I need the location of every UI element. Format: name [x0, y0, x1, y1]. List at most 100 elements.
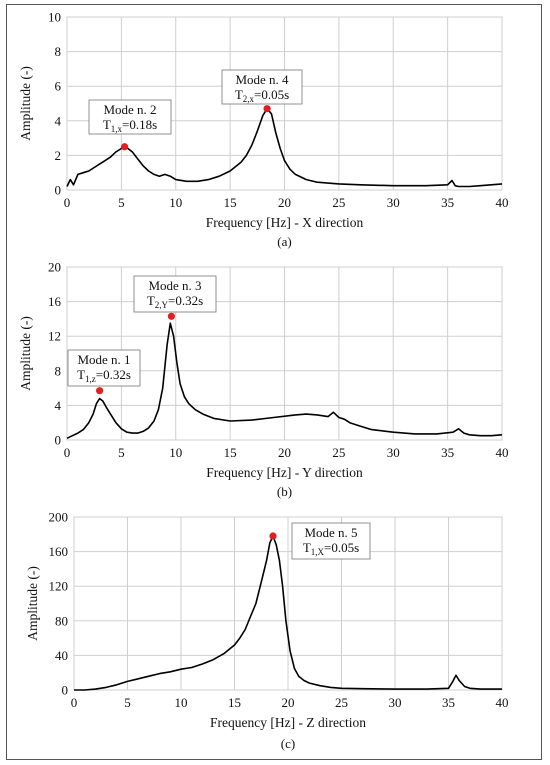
y-tick-label: 8: [55, 363, 62, 378]
period-subscript: 2,x: [243, 94, 255, 104]
period-label: T1,x=0.18s: [103, 117, 157, 134]
period-value: =0.32s: [96, 367, 131, 382]
mode-annotation: Mode n. 1T1,z=0.32s: [67, 349, 141, 387]
y-tick-label: 6: [55, 79, 62, 94]
x-tick-label: 35: [441, 445, 454, 460]
series-line: [74, 535, 502, 691]
x-tick-label: 25: [332, 445, 345, 460]
y-tick-label: 8: [55, 44, 62, 59]
panel-caption: (c): [281, 736, 295, 751]
x-tick-label: 35: [441, 195, 454, 210]
y-tick-label: 40: [55, 648, 68, 663]
annotation-box: [133, 275, 217, 313]
period-value: =0.18s: [122, 117, 157, 132]
period-subscript: 1,x: [111, 124, 123, 134]
period-subscript: 1,X: [311, 547, 325, 557]
period-label: T1,X=0.05s: [303, 540, 359, 557]
x-tick-label: 40: [496, 695, 509, 710]
x-tick-label: 10: [175, 695, 188, 710]
x-axis-label: Frequency [Hz] - Y direction: [206, 465, 363, 480]
plot-area: [66, 16, 503, 191]
x-tick-label: 10: [169, 445, 182, 460]
mode-annotation: Mode n. 3T2,Y=0.32s: [133, 275, 217, 313]
chart-c: 0 40 80 120 160 200 0 5 10 15 20 25 30 35 40 Frequency …: [25, 510, 509, 752]
y-tick-label: 16: [48, 294, 62, 309]
mode-annotation: Mode n. 2T1,x=0.18s: [88, 99, 172, 135]
y-tick-label: 0: [62, 683, 69, 698]
y-tick-label: 200: [49, 510, 69, 525]
peak-marker: [96, 387, 104, 395]
period-value: =0.05s: [254, 87, 289, 102]
peak-marker: [269, 532, 277, 540]
x-tick-label: 20: [278, 195, 291, 210]
y-tick-label: 4: [55, 113, 62, 128]
x-tick-label: 20: [282, 695, 295, 710]
mode-annotation: Mode n. 5T1,X=0.05s: [291, 522, 371, 560]
y-tick-label: 0: [55, 433, 62, 448]
period-symbol: T: [103, 117, 111, 132]
peak-marker: [167, 312, 175, 320]
period-label: T1,z=0.32s: [77, 367, 131, 384]
plot-area: [73, 516, 503, 691]
series-line: [66, 322, 503, 440]
x-tick-label: 30: [387, 445, 400, 460]
period-symbol: T: [303, 540, 311, 555]
period-subscript: 2,Y: [155, 300, 169, 310]
panel-caption: (a): [277, 234, 291, 249]
mode-label: Mode n. 4: [235, 72, 289, 87]
x-axis-label: Frequency [Hz] - Z direction: [210, 715, 366, 730]
x-tick-label: 15: [224, 195, 237, 210]
annotation-box: [221, 69, 303, 105]
x-tick-label: 40: [496, 445, 509, 460]
x-tick-label: 5: [118, 445, 125, 460]
mode-label: Mode n. 1: [77, 352, 130, 367]
figure-frame: [6, 4, 542, 760]
mode-annotation: Mode n. 4T2,x=0.05s: [221, 69, 303, 105]
x-tick-label: 0: [64, 195, 71, 210]
mode-label: Mode n. 5: [304, 525, 357, 540]
x-tick-label: 25: [335, 695, 348, 710]
y-axis-label: Amplitude (-): [18, 316, 33, 391]
x-tick-label: 0: [64, 445, 71, 460]
period-symbol: T: [235, 87, 243, 102]
period-symbol: T: [147, 293, 155, 308]
x-tick-label: 5: [124, 695, 131, 710]
y-tick-label: 160: [49, 544, 69, 559]
y-tick-label: 12: [48, 329, 61, 344]
panel-caption: (b): [277, 484, 292, 499]
x-tick-label: 30: [389, 695, 402, 710]
x-tick-label: 5: [118, 195, 125, 210]
peak-marker: [263, 105, 271, 113]
chart-b: 0 4 8 12 16 20 0 5 10 15 20 25 30 35 40 Frequency [Hz] …: [18, 260, 509, 500]
mode-label: Mode n. 2: [103, 102, 156, 117]
period-label: T2,x=0.05s: [235, 87, 289, 104]
y-tick-label: 4: [55, 398, 62, 413]
x-tick-label: 10: [169, 195, 182, 210]
period-value: =0.05s: [324, 540, 359, 555]
y-axis-label: Amplitude (-): [25, 566, 40, 641]
annotation-box: [291, 522, 371, 560]
x-tick-label: 40: [496, 195, 509, 210]
x-tick-label: 35: [442, 695, 455, 710]
period-label: T2,Y=0.32s: [147, 293, 203, 310]
y-axis-label: Amplitude (-): [18, 66, 33, 141]
period-symbol: T: [77, 367, 85, 382]
series-line: [66, 107, 503, 188]
x-tick-label: 15: [228, 695, 241, 710]
chart-a: 0 2 4 6 8 10 0 5 10 15 20 25 30 35 40 Frequency [Hz] - …: [18, 10, 509, 250]
annotation-box: [67, 349, 141, 387]
peak-marker: [121, 143, 129, 151]
period-subscript: 1,z: [85, 374, 96, 384]
x-tick-label: 15: [224, 445, 237, 460]
y-tick-label: 120: [49, 579, 69, 594]
plot-area: [66, 266, 503, 441]
period-value: =0.32s: [168, 293, 203, 308]
y-tick-label: 20: [48, 260, 61, 275]
annotation-box: [88, 99, 172, 135]
x-tick-label: 30: [387, 195, 400, 210]
x-tick-label: 25: [332, 195, 345, 210]
y-tick-label: 2: [55, 148, 62, 163]
mode-label: Mode n. 3: [148, 278, 201, 293]
y-tick-label: 80: [55, 613, 68, 628]
